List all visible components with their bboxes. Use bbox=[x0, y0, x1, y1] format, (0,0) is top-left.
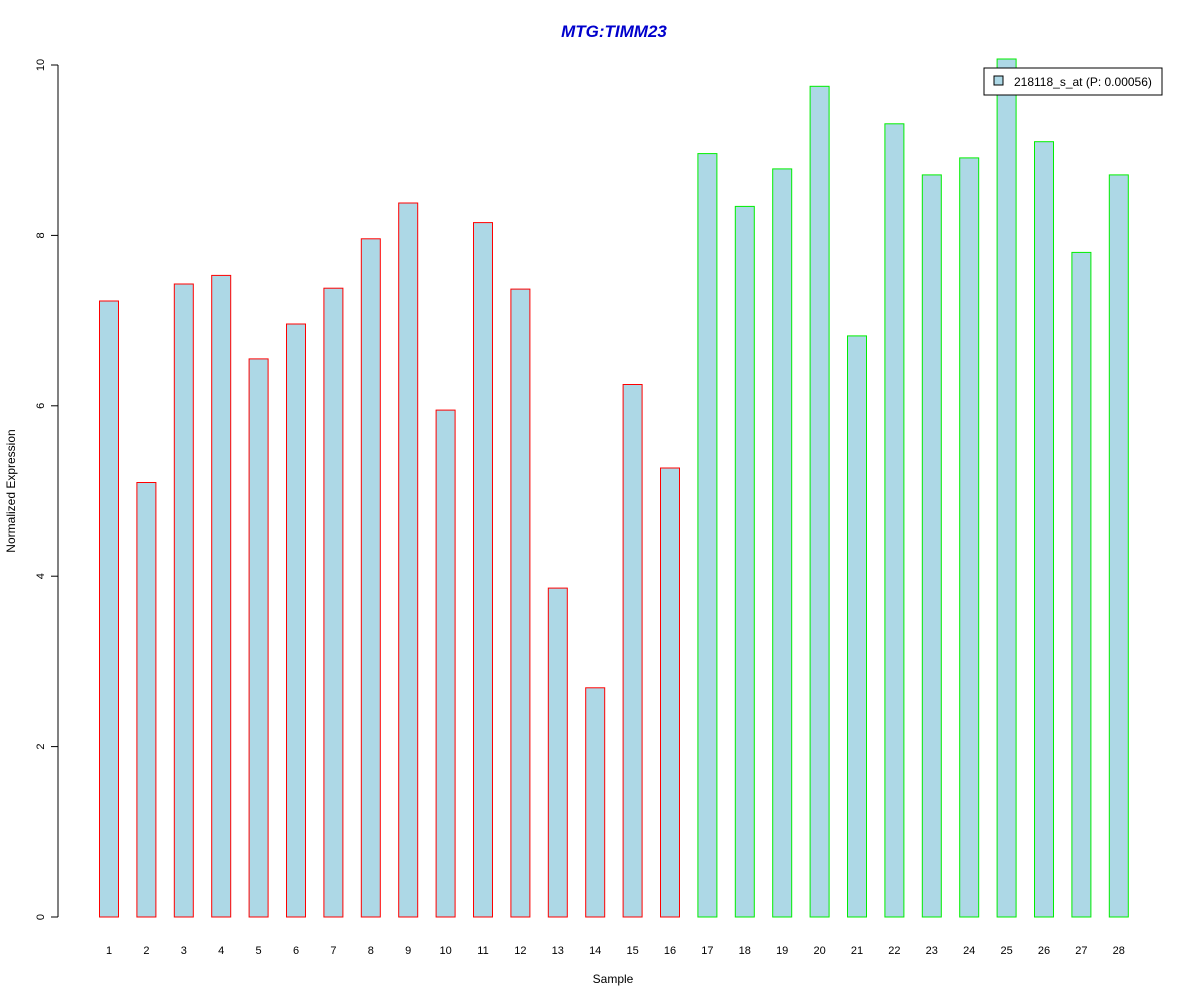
x-tick-label: 7 bbox=[330, 945, 336, 957]
x-tick-label: 15 bbox=[626, 945, 638, 957]
bar-sample-14 bbox=[585, 687, 606, 918]
legend: 218118_s_at (P: 0.00056) bbox=[983, 67, 1163, 96]
x-axis-label: Sample bbox=[593, 972, 634, 986]
bar-sample-16 bbox=[660, 467, 680, 918]
x-tick-label: 26 bbox=[1038, 945, 1050, 957]
x-tick-label: 19 bbox=[776, 945, 788, 957]
bar-sample-24 bbox=[959, 157, 980, 918]
x-tick-label: 20 bbox=[813, 945, 825, 957]
x-tick-label: 12 bbox=[514, 945, 526, 957]
bar-sample-26 bbox=[1034, 141, 1054, 918]
bar-sample-20 bbox=[809, 85, 830, 918]
bar-sample-22 bbox=[884, 123, 905, 918]
bar-sample-8 bbox=[360, 238, 381, 918]
bar-sample-17 bbox=[697, 153, 718, 918]
x-tick-label: 9 bbox=[405, 945, 411, 957]
x-tick-label: 14 bbox=[589, 945, 601, 957]
bar-sample-2 bbox=[136, 482, 157, 918]
x-tick-label: 6 bbox=[293, 945, 299, 957]
y-tick-label: 4 bbox=[35, 573, 47, 579]
x-tick-label: 5 bbox=[256, 945, 262, 957]
y-tick-label: 0 bbox=[35, 914, 47, 920]
bar-sample-13 bbox=[547, 587, 568, 918]
x-tick-label: 21 bbox=[851, 945, 863, 957]
chart-title: MTG:TIMM23 bbox=[561, 22, 667, 41]
x-tick-label: 2 bbox=[143, 945, 149, 957]
x-tick-label: 27 bbox=[1075, 945, 1087, 957]
legend-label: 218118_s_at (P: 0.00056) bbox=[1014, 75, 1152, 89]
bar-sample-28 bbox=[1108, 174, 1129, 918]
bar-sample-27 bbox=[1071, 251, 1092, 918]
bar-sample-21 bbox=[847, 335, 867, 918]
bars bbox=[99, 58, 1129, 918]
x-tick-label: 22 bbox=[888, 945, 900, 957]
x-tick-label: 25 bbox=[1000, 945, 1012, 957]
x-tick-label: 11 bbox=[477, 945, 488, 957]
y-axis: 0 2 4 6 8 10 bbox=[35, 59, 59, 920]
x-tick-label: 13 bbox=[552, 945, 564, 957]
bar-sample-25 bbox=[996, 58, 1017, 918]
x-tick-label: 3 bbox=[181, 945, 187, 957]
y-tick-label: 10 bbox=[35, 59, 47, 71]
bar-sample-4 bbox=[211, 274, 232, 918]
bar-sample-6 bbox=[286, 323, 306, 918]
x-tick-label: 16 bbox=[664, 945, 676, 957]
bar-sample-23 bbox=[921, 174, 942, 918]
x-tick-label: 8 bbox=[368, 945, 374, 957]
bar-sample-12 bbox=[510, 288, 531, 918]
bar-sample-15 bbox=[622, 384, 643, 918]
legend-swatch bbox=[993, 75, 1004, 86]
x-tick-label: 1 bbox=[106, 945, 112, 957]
bar-sample-10 bbox=[435, 409, 456, 918]
x-tick-labels: 1 2 3 4 5 6 7 8 9 10 11 12 13 14 15 16 17 18 19 20 21 22 23 24 2… bbox=[106, 945, 1125, 957]
bar-sample-11 bbox=[473, 222, 493, 918]
y-tick-label: 2 bbox=[35, 744, 47, 750]
x-tick-label: 28 bbox=[1113, 945, 1125, 957]
legend-box bbox=[983, 67, 1163, 96]
bar-sample-3 bbox=[173, 283, 194, 918]
x-tick-label: 18 bbox=[739, 945, 751, 957]
bar-sample-18 bbox=[734, 205, 755, 918]
bar-sample-5 bbox=[248, 358, 269, 918]
bar-sample-9 bbox=[398, 202, 419, 918]
x-tick-label: 17 bbox=[701, 945, 713, 957]
y-axis-label: Normalized Expression bbox=[4, 429, 18, 552]
bar-sample-19 bbox=[772, 168, 793, 918]
bar-sample-1 bbox=[99, 300, 119, 918]
y-tick-label: 6 bbox=[35, 403, 47, 409]
x-tick-label: 23 bbox=[926, 945, 938, 957]
x-tick-label: 4 bbox=[218, 945, 224, 957]
y-tick-label: 8 bbox=[35, 232, 47, 238]
bar-sample-7 bbox=[323, 287, 344, 918]
x-tick-label: 24 bbox=[963, 945, 975, 957]
x-tick-label: 10 bbox=[439, 945, 451, 957]
